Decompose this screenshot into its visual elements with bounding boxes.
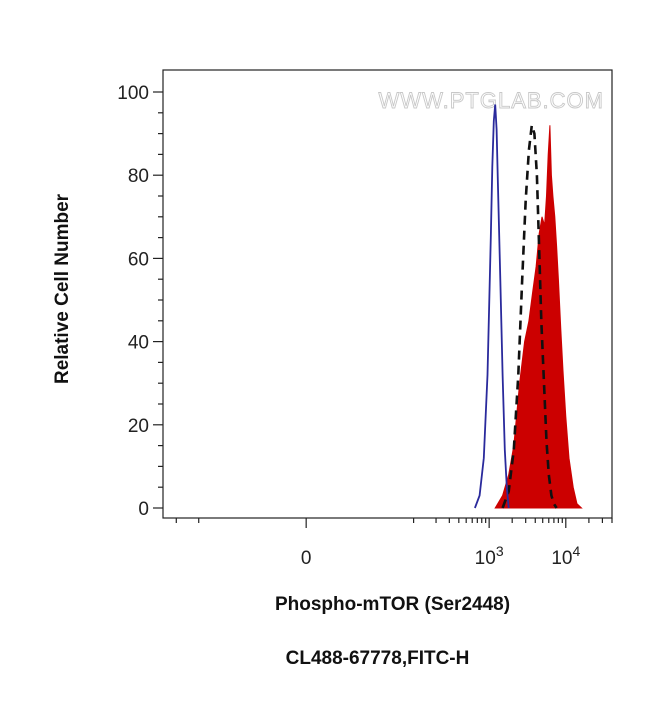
x-tick-label: 104 [551,543,580,569]
plot-border [162,69,613,519]
x-axis: 0 103 104 [175,518,613,569]
y-axis-title: Relative Cell Number [52,193,73,384]
series-layer [474,104,583,509]
y-tick-label: 20 [128,416,149,437]
series-dashed-histogram [501,124,558,509]
y-tick-label: 100 [117,83,149,104]
plot-frame [162,69,613,519]
x-tick-label: 0 [301,548,312,569]
x-tick-label: 103 [475,543,504,569]
y-axis: 0 20 40 60 80 100 [117,83,163,520]
watermark: WWW.PTGLAB.COM [379,88,604,113]
y-tick-label: 80 [128,166,149,187]
y-tick-label: 0 [138,499,149,520]
y-tick-label: 60 [128,249,149,270]
channel-caption: CL488-67778,FITC-H [286,648,470,669]
series-line-histogram [474,104,510,509]
y-tick-label: 40 [128,333,149,354]
x-axis-title: Phospho-mTOR (Ser2448) [275,594,510,615]
series-filled-histogram [494,125,583,509]
